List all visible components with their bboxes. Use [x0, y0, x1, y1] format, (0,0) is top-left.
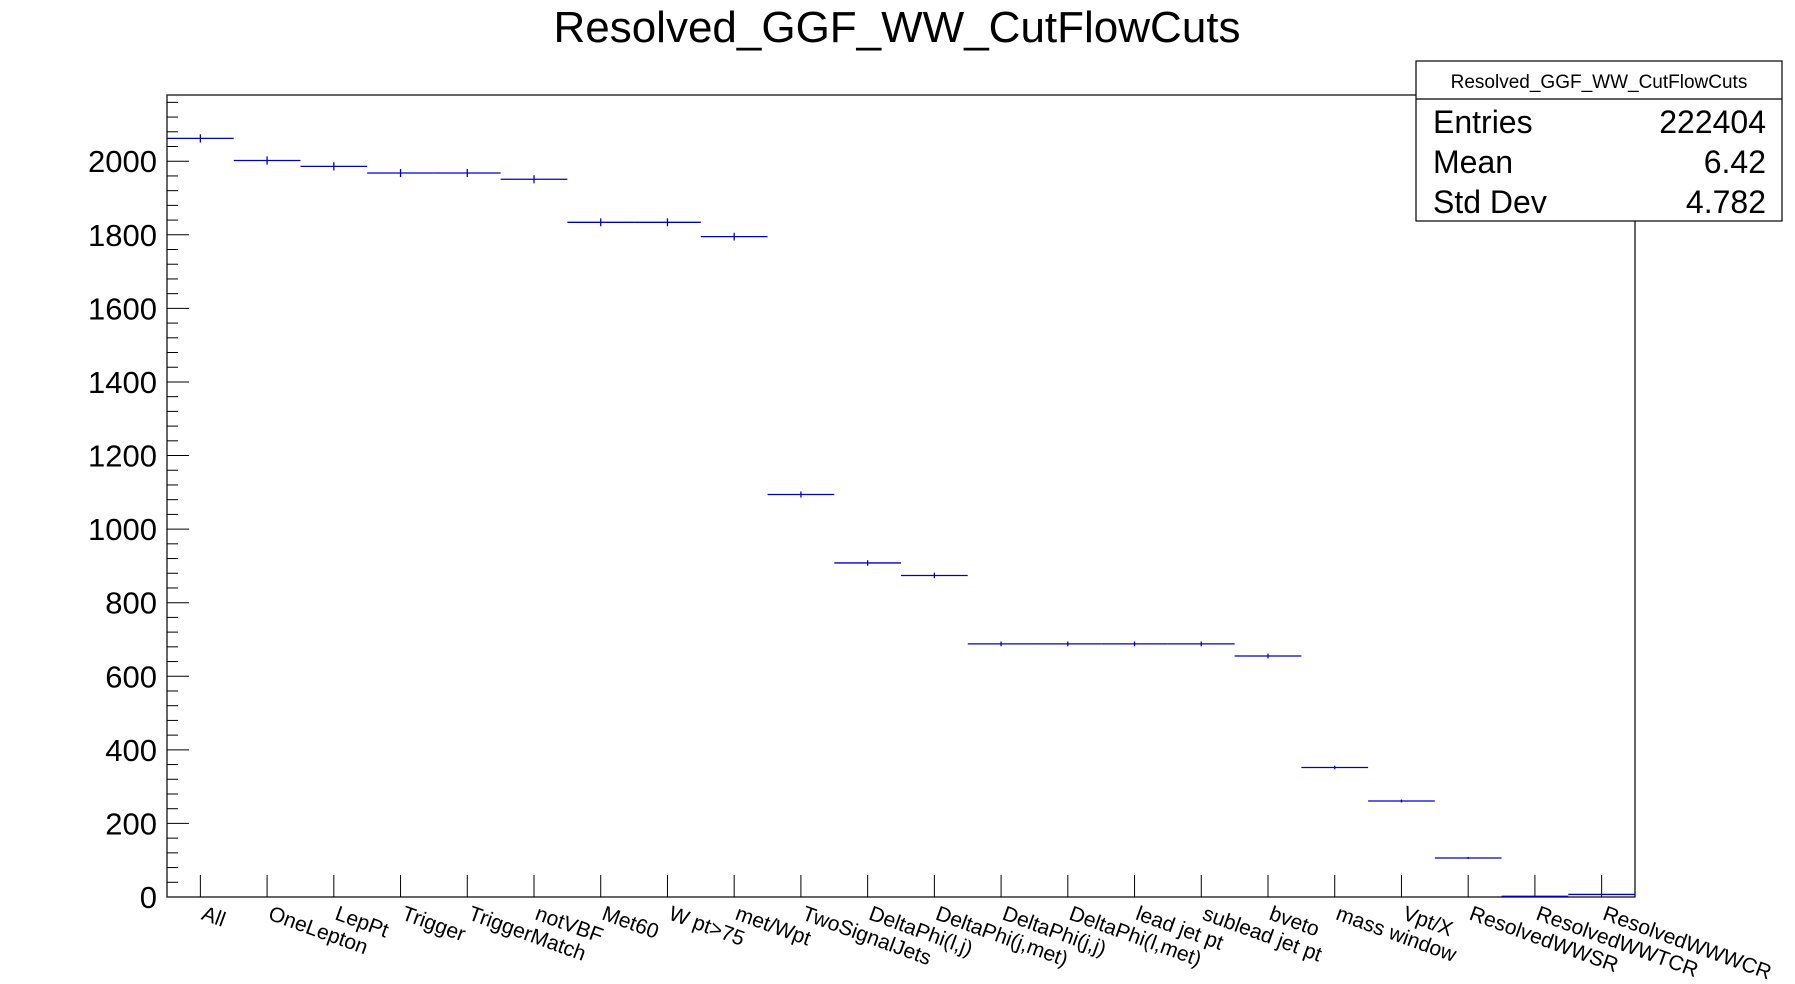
bin-marker — [167, 134, 234, 143]
x-tick-label: All — [199, 902, 229, 932]
y-tick-label: 1200 — [88, 439, 157, 474]
stats-mean-value: 6.42 — [1704, 144, 1766, 180]
bin-marker — [1368, 799, 1435, 803]
bin-marker — [700, 232, 768, 241]
y-tick-label: 0 — [140, 880, 157, 915]
stats-box: Resolved_GGF_WW_CutFlowCuts Entries 2224… — [1415, 60, 1783, 222]
x-tick-label: W pt>75 — [666, 902, 748, 951]
stats-stddev-value: 4.782 — [1686, 184, 1766, 220]
bin-marker — [433, 168, 501, 178]
bin-marker — [1234, 653, 1302, 659]
y-tick-label: 1400 — [88, 365, 157, 400]
y-tick-label: 400 — [105, 733, 157, 768]
bin-marker — [1568, 893, 1635, 896]
bin-marker — [567, 218, 635, 227]
bin-marker — [1301, 765, 1369, 770]
bin-marker — [233, 156, 301, 165]
y-axis: 0 200 400 600 800 1000 1200 1400 1600 1800 2000 — [88, 101, 189, 915]
y-tick-label: 1000 — [88, 512, 157, 547]
bin-marker — [767, 491, 835, 498]
bin-marker — [300, 162, 368, 171]
bin-marker — [500, 175, 568, 184]
y-tick-label: 2000 — [88, 144, 157, 179]
y-tick-label: 1600 — [88, 291, 157, 326]
bin-marker — [1167, 641, 1235, 647]
stats-box-frame — [1415, 60, 1783, 222]
stats-entries-label: Entries — [1433, 104, 1533, 140]
chart-title: Resolved_GGF_WW_CutFlowCuts — [553, 3, 1240, 52]
stats-box-title: Resolved_GGF_WW_CutFlowCuts — [1451, 72, 1748, 93]
bin-marker — [901, 572, 968, 579]
bin-marker — [967, 641, 1035, 647]
x-tick-label: met/Wpt — [732, 902, 813, 950]
stats-stddev-label: Std Dev — [1433, 184, 1547, 220]
bin-marker — [1101, 641, 1168, 647]
bin-marker — [634, 218, 701, 227]
histogram-bins — [167, 134, 1635, 897]
bin-marker — [1034, 641, 1102, 647]
stats-mean-label: Mean — [1433, 144, 1513, 180]
plot-frame — [166, 94, 1636, 898]
bin-marker — [834, 560, 901, 566]
x-tick-label: Met60 — [599, 902, 662, 944]
stats-entries-value: 222404 — [1659, 104, 1766, 140]
x-tick-label: Trigger — [399, 902, 469, 946]
y-tick-label: 200 — [105, 806, 157, 841]
y-tick-label: 1800 — [88, 218, 157, 253]
y-tick-label: 600 — [105, 659, 157, 694]
bin-marker — [1434, 857, 1502, 859]
y-tick-label: 800 — [105, 586, 157, 621]
bin-marker — [367, 168, 434, 178]
